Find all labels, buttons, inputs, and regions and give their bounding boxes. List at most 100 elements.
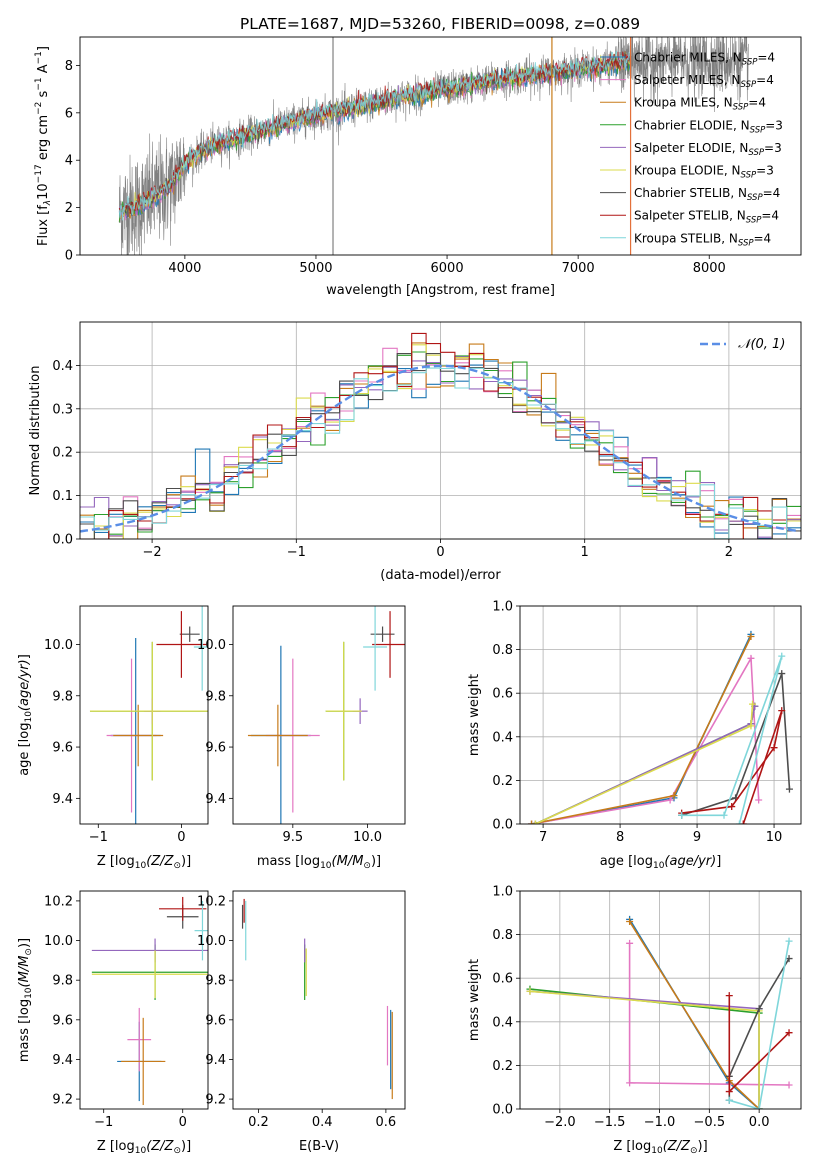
errorbar-chabrier-stelib bbox=[370, 626, 395, 642]
weight-marker bbox=[785, 785, 793, 793]
legend-label: Kroupa ELODIE, NSSP=3 bbox=[634, 164, 774, 181]
weight-marker bbox=[778, 707, 786, 715]
weight-marker bbox=[747, 633, 755, 641]
errorbar-salpeter-stelib bbox=[159, 896, 207, 921]
x-axis-label: (data-model)/error bbox=[380, 568, 501, 583]
weight-line-kroupa-miles bbox=[528, 633, 755, 824]
age-vs-mass-panel: 9.5 10.0 9.4 9.6 9.8 10.0 mass [log10(M/M⊙)] bbox=[197, 605, 406, 871]
weight-marker bbox=[725, 992, 733, 1000]
weight-line-kroupa-elodie bbox=[531, 700, 756, 824]
x-axis-label: E(B-V) bbox=[299, 1139, 339, 1154]
spectrum-legend: Chabrier MILES, NSSP=4 Salpeter MILES, NS… bbox=[600, 51, 783, 248]
weight-marker bbox=[720, 811, 728, 819]
y-tick-label: 6 bbox=[65, 106, 73, 121]
x-axis-label: age [log10(age/yr)] bbox=[600, 854, 722, 871]
weight-line-salpeter-elodie bbox=[531, 702, 759, 824]
x-tick-label: 0.2 bbox=[248, 1115, 269, 1130]
weight-line-kroupa-stelib bbox=[725, 937, 793, 1109]
y-tick-label: 0.4 bbox=[52, 359, 73, 374]
y-tick-label: 0.2 bbox=[52, 446, 73, 461]
y-tick-label: 0.2 bbox=[492, 1059, 513, 1074]
spectrum-panel: 4000 5000 6000 7000 8000 0 2 4 6 8 Chabrier MILES,… bbox=[34, 36, 802, 298]
y-tick-label: 8 bbox=[65, 59, 73, 74]
x-axis-label: Z [log10(Z/Z⊙)] bbox=[97, 854, 191, 871]
legend-label: Kroupa MILES, NSSP=4 bbox=[634, 96, 766, 113]
axes-frame bbox=[519, 605, 802, 825]
weight-path bbox=[535, 706, 756, 824]
errorbar-salpeter-miles bbox=[127, 1007, 152, 1072]
y-tick-label: 10.0 bbox=[197, 934, 226, 949]
weight-marker bbox=[770, 744, 778, 752]
x-tick-label: 8 bbox=[616, 830, 624, 845]
age-vs-Z-panel: −1 0 9.4 9.6 9.8 10.0 Z [log10(Z/Z⊙)] age [log1… bbox=[17, 605, 209, 871]
y-tick-label: 4 bbox=[65, 154, 73, 169]
errorbar-kroupa-elodie bbox=[91, 950, 208, 999]
x-tick-label: 0.0 bbox=[749, 1115, 770, 1130]
legend-label: Chabrier ELODIE, NSSP=3 bbox=[634, 118, 783, 135]
legend-label: Kroupa STELIB, NSSP=4 bbox=[634, 231, 771, 248]
errorbar-kroupa-elodie bbox=[325, 641, 362, 781]
legend-label: Chabrier STELIB, NSSP=4 bbox=[634, 186, 780, 203]
x-tick-label: 4000 bbox=[168, 261, 201, 276]
y-tick-label: 9.2 bbox=[52, 1093, 73, 1108]
weight-path bbox=[535, 706, 756, 824]
residuals-panel: −2 −1 0 1 2 0.0 0.1 0.2 0.3 0.4 𝒩(0, 1) (data-model… bbox=[28, 321, 802, 583]
model-line-chabrier-stelib bbox=[118, 52, 632, 218]
weight-marker bbox=[626, 918, 634, 926]
axes-frame bbox=[232, 890, 406, 1110]
x-tick-label: 8000 bbox=[693, 261, 726, 276]
weight-line-salpeter-elodie bbox=[526, 987, 763, 1109]
weight-line-chabrier-elodie bbox=[531, 702, 759, 824]
x-tick-label: 6000 bbox=[431, 261, 464, 276]
weight-marker bbox=[755, 1005, 763, 1013]
y-tick-label: 9.6 bbox=[205, 1013, 226, 1028]
weight-marker bbox=[785, 937, 793, 945]
y-tick-label: 9.6 bbox=[205, 741, 226, 756]
x-tick-label: 0 bbox=[177, 830, 185, 845]
y-tick-label: 9.8 bbox=[52, 974, 73, 989]
y-tick-label: 0.8 bbox=[492, 643, 513, 658]
spectrum-lines bbox=[118, 37, 749, 255]
weight-line-salpeter-stelib bbox=[678, 707, 786, 824]
weight-path bbox=[531, 655, 760, 824]
weight-marker bbox=[785, 1029, 793, 1037]
errorbar-salpeter-stelib bbox=[156, 611, 207, 678]
weight-marker bbox=[531, 820, 539, 824]
hist-salpeter-elodie bbox=[80, 356, 801, 538]
weight-marker bbox=[748, 700, 756, 708]
y-tick-label: 10.0 bbox=[44, 638, 73, 653]
weight-vs-age-panel: 7 8 9 10 0.0 0.2 0.4 0.6 0.8 1.0 age [log10(age/yr… bbox=[467, 600, 802, 871]
weight-marker bbox=[785, 1081, 793, 1089]
legend-label: Salpeter STELIB, NSSP=4 bbox=[634, 209, 779, 226]
y-tick-label: 9.4 bbox=[205, 792, 226, 807]
x-tick-label: −1 bbox=[94, 1115, 113, 1130]
y-axis-label: mass [log10(M/M⊙)] bbox=[17, 938, 34, 1062]
weight-path bbox=[529, 988, 760, 1109]
y-tick-label: 0.0 bbox=[492, 1103, 513, 1118]
x-tick-label: −2.0 bbox=[544, 1115, 576, 1130]
weight-path bbox=[681, 655, 783, 824]
model-line-kroupa-elodie bbox=[119, 53, 632, 217]
axes-frame bbox=[79, 36, 802, 256]
y-tick-label: 0.6 bbox=[492, 687, 513, 702]
hist-kroupa-stelib bbox=[80, 367, 801, 539]
weight-line-kroupa-stelib bbox=[678, 652, 786, 824]
mass-vs-ebv-panel: 0.2 0.4 0.6 9.2 9.4 9.6 9.8 10.0 10.2 E(B-V) bbox=[197, 890, 406, 1154]
x-tick-label: 2 bbox=[725, 545, 733, 560]
weight-marker bbox=[778, 652, 786, 660]
legend-label: Salpeter MILES, NSSP=4 bbox=[634, 73, 774, 90]
y-tick-label: 0.4 bbox=[492, 730, 513, 745]
y-tick-label: 10.0 bbox=[44, 934, 73, 949]
weight-marker bbox=[728, 803, 736, 811]
model-line-salpeter-elodie bbox=[118, 54, 631, 218]
x-tick-label: −2 bbox=[143, 545, 162, 560]
y-tick-label: 0 bbox=[65, 249, 73, 264]
y-axis-label: Normed distribution bbox=[28, 366, 43, 496]
errorbar-salpeter-stelib bbox=[372, 611, 405, 678]
x-tick-label: −0.5 bbox=[694, 1115, 726, 1130]
normal-curve bbox=[80, 364, 799, 533]
weight-path bbox=[535, 704, 754, 824]
errorbar-kroupa-elodie bbox=[89, 641, 208, 781]
y-tick-label: 10.0 bbox=[197, 638, 226, 653]
